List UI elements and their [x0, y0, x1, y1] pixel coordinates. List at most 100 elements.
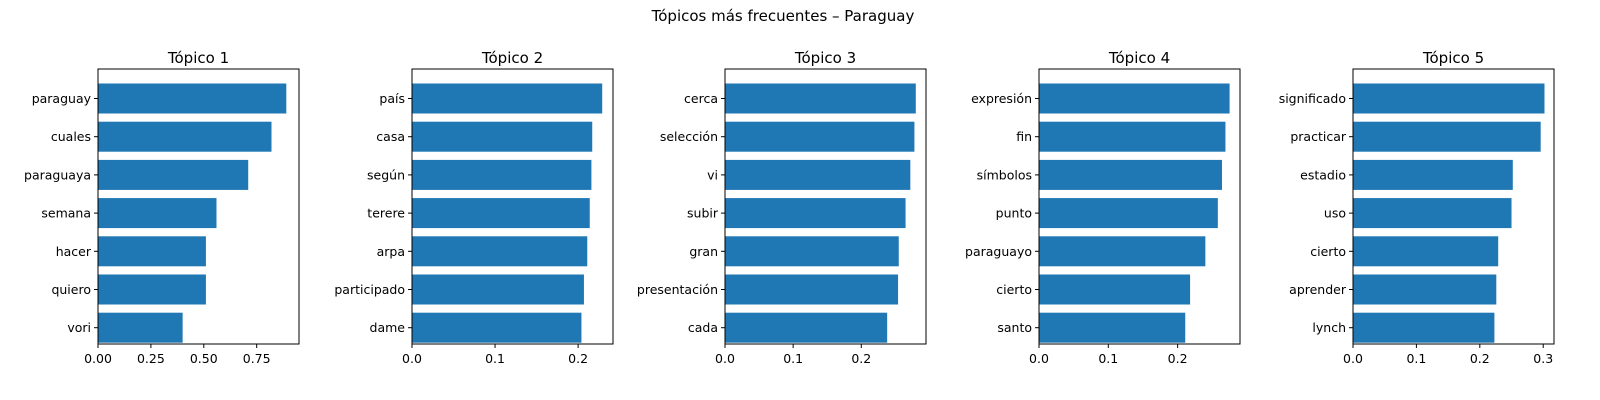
bar: [98, 236, 206, 267]
category-label: cada: [688, 320, 718, 335]
bar: [725, 159, 911, 190]
bar: [1039, 121, 1226, 152]
plot-frame: [724, 68, 927, 345]
category-label: participado: [334, 282, 405, 297]
category-label: selección: [660, 129, 718, 144]
category-label: santo: [997, 320, 1032, 335]
bar: [1353, 236, 1499, 267]
x-tick-label: 0.0: [715, 351, 735, 366]
category-label: expresión: [971, 91, 1032, 106]
category-label: arpa: [377, 244, 405, 259]
panel-title: Tópico 4: [1108, 49, 1170, 67]
category-label: presentación: [637, 282, 718, 297]
bar: [725, 83, 916, 114]
category-label: quiero: [51, 282, 91, 297]
category-label: símbolos: [977, 167, 1032, 182]
bar: [1353, 274, 1497, 305]
x-tick-label: 0.1: [783, 351, 803, 366]
x-tick-label: 0.2: [1168, 351, 1188, 366]
category-label: cerca: [684, 91, 718, 106]
x-tick-label: 0.2: [851, 351, 871, 366]
x-tick-label: 0.2: [568, 351, 588, 366]
bar: [1353, 198, 1512, 229]
category-label: estadio: [1300, 167, 1346, 182]
topic-panel-3: Tópico 3 cerca selección vi subir gran present…: [637, 49, 927, 366]
x-tick-label: 0.00: [84, 351, 112, 366]
bar: [98, 274, 206, 305]
bar: [412, 236, 588, 267]
plot-frame: [1038, 68, 1241, 345]
bar: [1353, 159, 1513, 190]
category-label: paraguayo: [965, 244, 1032, 259]
bar: [1039, 159, 1222, 190]
bar: [98, 121, 272, 152]
bar: [1353, 312, 1495, 343]
x-tick-label: 0.75: [243, 351, 271, 366]
bar: [412, 312, 582, 343]
category-label: paraguay: [32, 91, 92, 106]
bar: [412, 198, 590, 229]
x-tick-label: 0.0: [1029, 351, 1049, 366]
bar: [1353, 121, 1541, 152]
x-tick-label: 0.2: [1470, 351, 1490, 366]
topic-panel-4: Tópico 4 expresión fin símbolos punto paragua…: [965, 49, 1241, 366]
bar: [725, 121, 915, 152]
category-label: aprender: [1289, 282, 1347, 297]
category-label: hacer: [56, 244, 92, 259]
bar: [1039, 83, 1230, 114]
category-label: vi: [707, 167, 718, 182]
category-label: significado: [1279, 91, 1346, 106]
x-tick-label: 0.1: [1406, 351, 1426, 366]
category-label: gran: [689, 244, 718, 259]
category-label: subir: [687, 206, 719, 221]
topic-panel-5: Tópico 5 significado practicar estadio uso ci…: [1279, 49, 1555, 366]
category-label: paraguaya: [24, 167, 91, 182]
bar: [1039, 198, 1218, 229]
category-label: uso: [1324, 206, 1346, 221]
category-label: vori: [67, 320, 91, 335]
category-label: país: [379, 91, 405, 106]
bar: [98, 198, 217, 229]
category-label: semana: [41, 206, 91, 221]
x-tick-label: 0.1: [485, 351, 505, 366]
bar: [98, 159, 249, 190]
topic-panel-1: Tópico 1 paraguay cuales paraguaya semana hac…: [24, 49, 300, 366]
category-label: terere: [367, 206, 405, 221]
topic-panel-2: Tópico 2 país casa según terere arpa participa…: [334, 49, 614, 366]
plot-frame: [1352, 68, 1555, 345]
bar: [98, 312, 183, 343]
x-tick-label: 0.1: [1098, 351, 1118, 366]
bar: [98, 83, 287, 114]
bar: [412, 83, 603, 114]
category-label: lynch: [1312, 320, 1346, 335]
category-label: practicar: [1290, 129, 1347, 144]
panel-title: Tópico 5: [1422, 49, 1484, 67]
x-tick-label: 0.0: [1343, 351, 1363, 366]
figure-title: Tópicos más frecuentes – Paraguay: [651, 7, 915, 25]
x-tick-label: 0.50: [190, 351, 218, 366]
category-label: casa: [376, 129, 405, 144]
bar: [1039, 236, 1206, 267]
bar: [412, 121, 593, 152]
bar: [725, 274, 899, 305]
bar: [1039, 312, 1186, 343]
panel-title: Tópico 1: [167, 49, 229, 67]
bar: [412, 274, 584, 305]
category-label: fin: [1016, 129, 1032, 144]
plot-frame: [411, 68, 614, 345]
bar: [1353, 83, 1545, 114]
bar: [1039, 274, 1191, 305]
panel-title: Tópico 3: [794, 49, 856, 67]
category-label: cierto: [996, 282, 1032, 297]
bar: [725, 236, 899, 267]
panel-title: Tópico 2: [481, 49, 543, 67]
category-label: cuales: [51, 129, 91, 144]
category-label: cierto: [1310, 244, 1346, 259]
x-tick-label: 0.0: [402, 351, 422, 366]
bar: [412, 159, 592, 190]
category-label: según: [367, 167, 405, 182]
category-label: punto: [996, 206, 1032, 221]
plot-frame: [97, 68, 300, 345]
bar: [725, 198, 906, 229]
